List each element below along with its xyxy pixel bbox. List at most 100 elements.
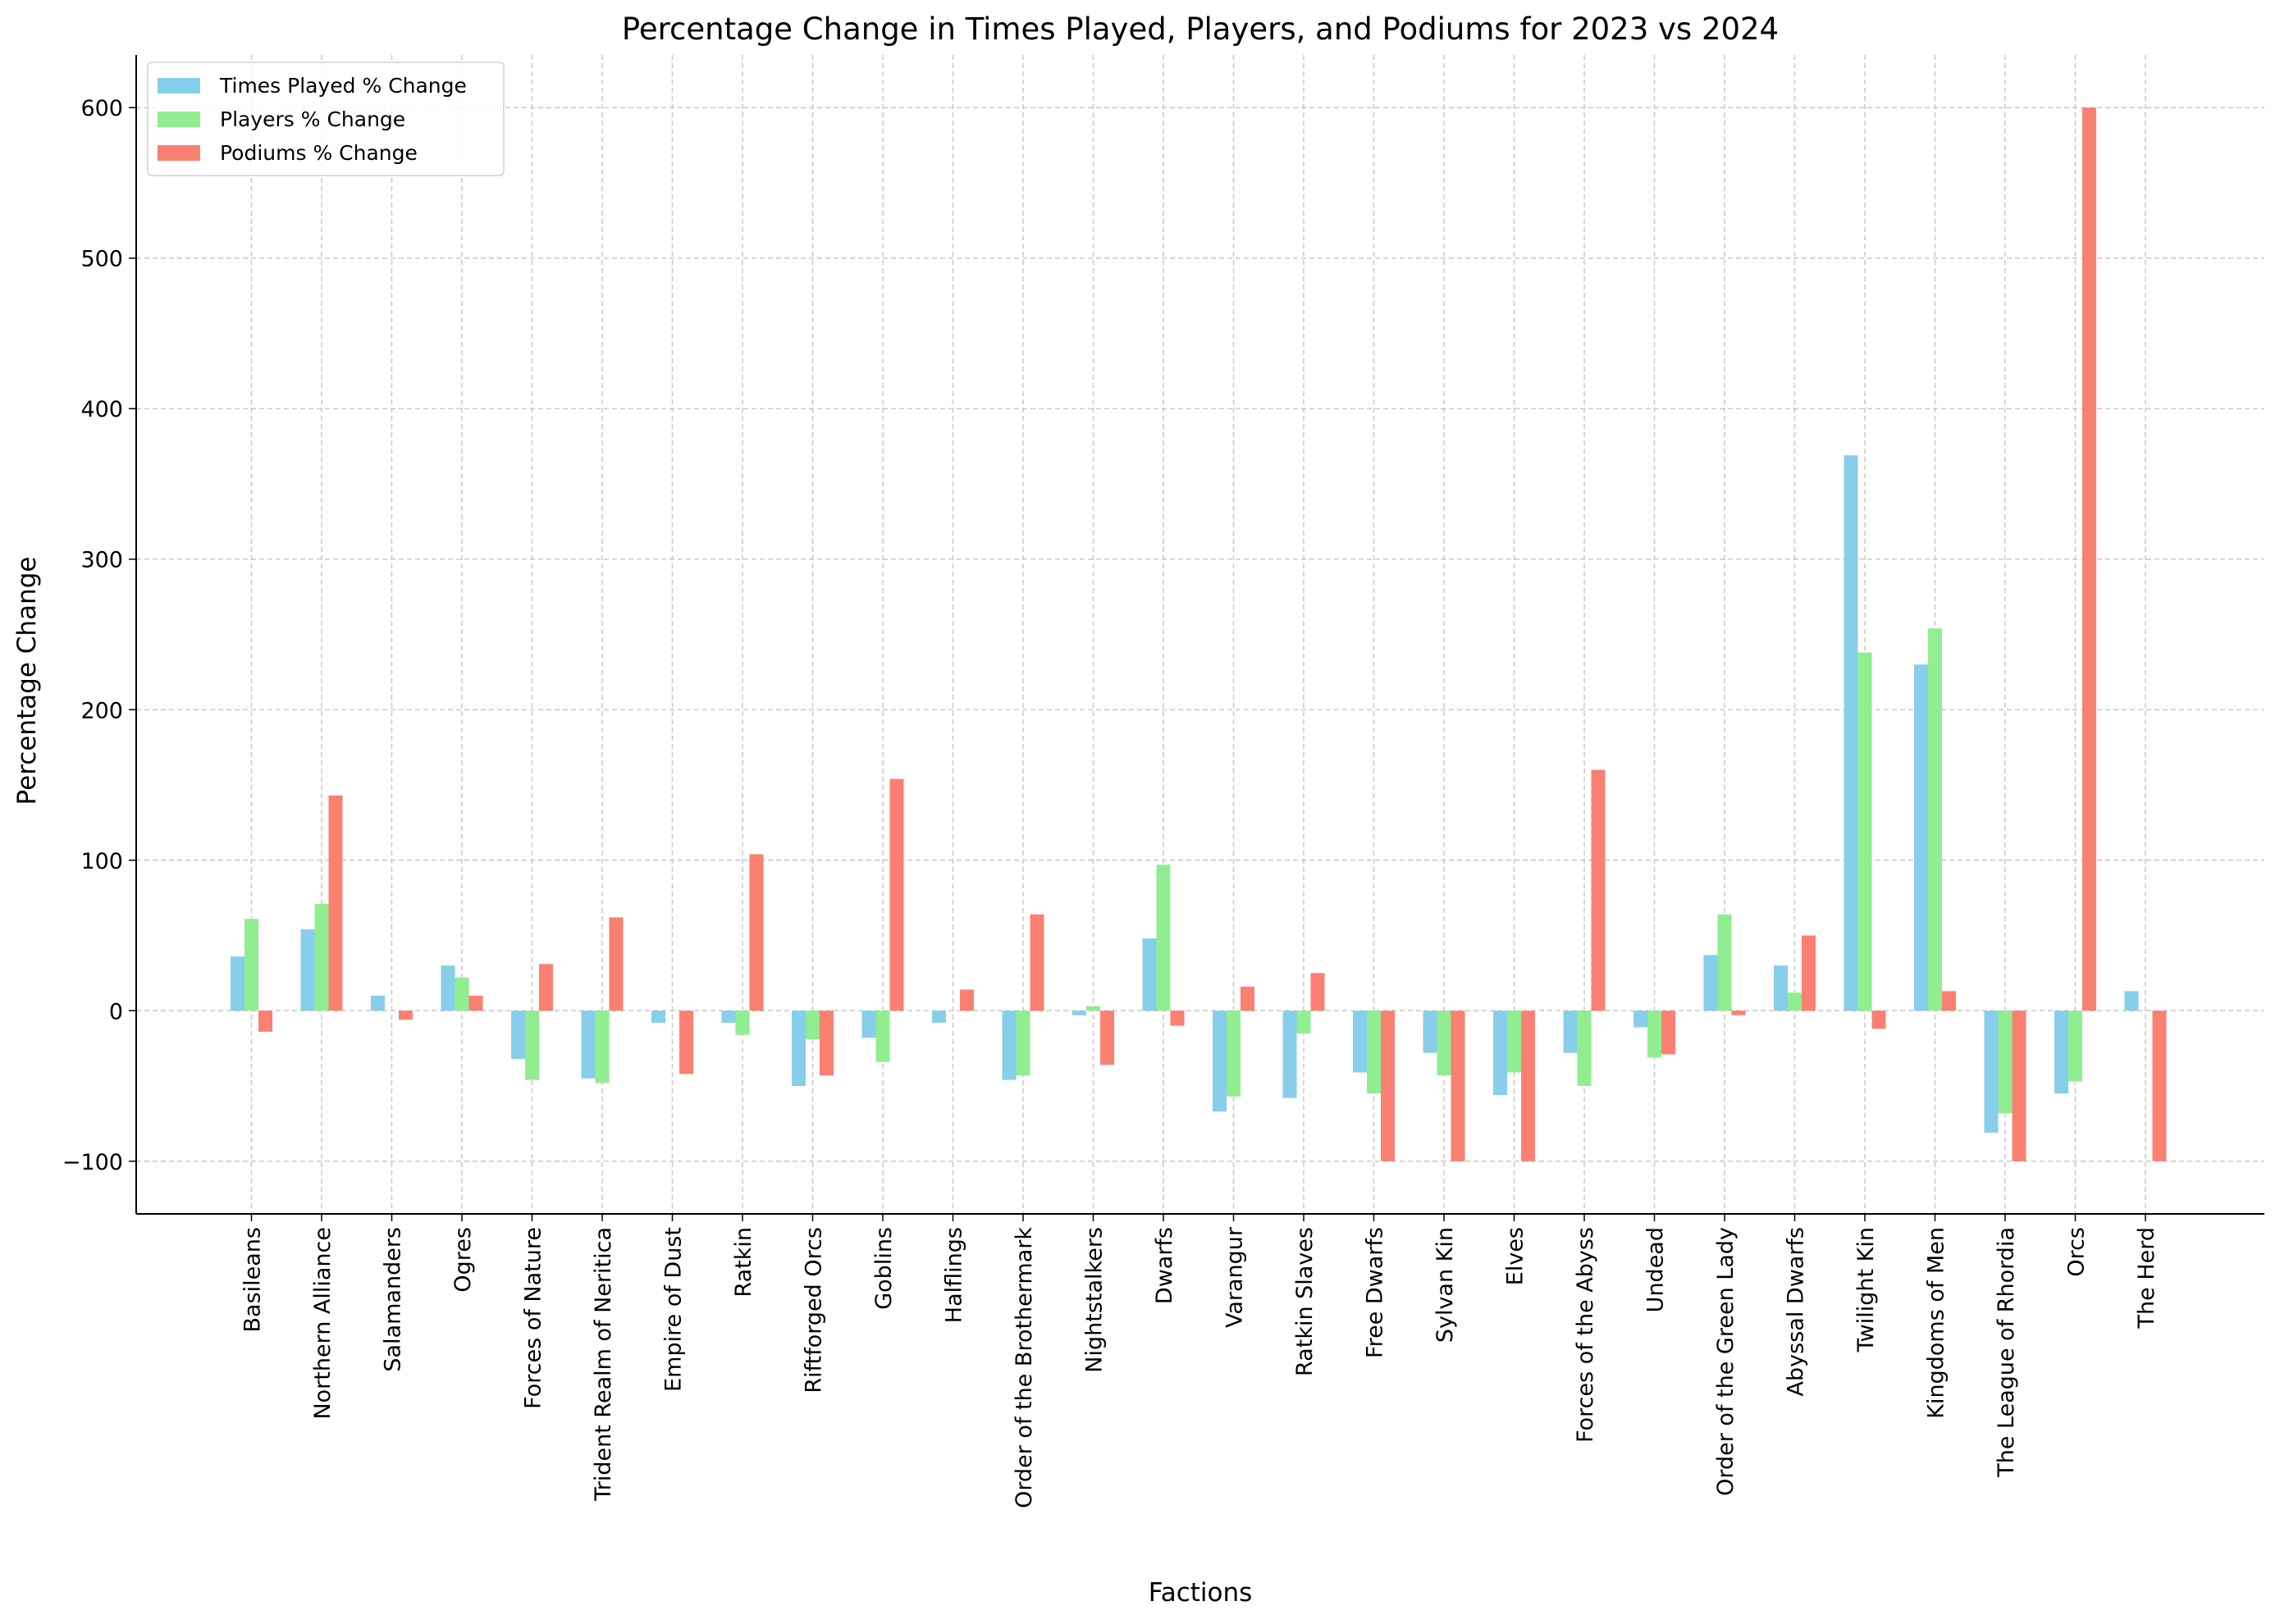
bar-series-1 [721,1010,736,1023]
bar-series-2 [1577,1010,1592,1087]
bar-series-3 [399,1010,413,1020]
bar-series-2 [455,977,469,1011]
bar-series-3 [1802,935,1816,1011]
bar-series-2 [1367,1010,1381,1094]
x-tick-label: Forces of the Abyss [1573,1227,1598,1443]
legend-label: Podiums % Change [220,141,418,165]
bar-series-3 [749,854,764,1011]
x-tick-label: Kingdoms of Men [1924,1227,1949,1419]
x-tick-label: Undead [1643,1227,1669,1312]
bar-series-3 [2082,107,2096,1011]
y-tick-label: 600 [80,96,123,121]
y-tick-label: 200 [80,698,123,723]
x-tick-label: Goblins [871,1227,897,1310]
legend-swatch [158,112,200,127]
grid [136,55,2264,1214]
bar-series-2 [1016,1010,1030,1076]
x-tick-label: Abyssal Dwarfs [1784,1227,1809,1396]
legend-box [147,62,505,176]
bar-series-1 [1633,1010,1647,1028]
bar-series-3 [820,1010,834,1076]
bar-series-2 [1156,864,1171,1011]
x-tick-label: Forces of Nature [521,1227,546,1409]
bar-series-1 [651,1010,665,1023]
bar-series-3 [468,995,483,1011]
bar-series-2 [595,1010,610,1083]
bar-series-3 [1030,914,1044,1011]
legend: Times Played % Change Players % Change Pod… [147,62,505,176]
x-tick-label: Ratkin Slaves [1292,1227,1318,1376]
bar-series-2 [1717,914,1732,1011]
bar-series-3 [1942,991,1956,1011]
bar-series-3 [258,1010,272,1032]
bar-series-1 [1844,455,1858,1011]
bar-series-2 [1788,992,1802,1011]
bar-series-1 [861,1010,876,1038]
bar-series-1 [300,929,315,1011]
bar-series-2 [1296,1010,1311,1033]
x-axis-label: Factions [1149,1578,1253,1608]
bar-series-1 [1423,1010,1437,1053]
x-tick-label: Ogres [450,1227,476,1293]
y-axis-label: Percentage Change [12,557,42,805]
bar-series-3 [328,795,343,1011]
bar-series-3 [1170,1010,1185,1026]
bar-series-1 [1914,664,1928,1011]
x-tick-label: Nightstalkers [1082,1227,1108,1373]
x-tick-label: Riftforged Orcs [802,1227,827,1394]
bar-series-2 [314,903,329,1011]
bar-series-3 [1731,1010,1746,1015]
bar-series-1 [2054,1010,2068,1094]
bar-series-2 [1086,1006,1100,1011]
x-tick-label: Order of the Green Lady [1713,1227,1739,1496]
bar-series-1 [581,1010,596,1079]
bar-series-1 [1493,1010,1507,1096]
legend-label: Times Played % Change [219,74,467,98]
y-tick-label: 400 [80,397,123,422]
legend-swatch [158,145,200,161]
bar-series-2 [1507,1010,1521,1073]
axes [129,55,2264,1221]
bar-series-2 [525,1010,539,1080]
bar-series-1 [1002,1010,1017,1080]
x-tick-label: Ratkin [731,1227,756,1298]
bar-series-2 [244,919,258,1011]
y-tick-label: 300 [80,548,123,573]
chart-title: Percentage Change in Times Played, Playe… [622,11,1779,47]
bar-series-1 [1563,1010,1578,1053]
x-tick-label: Halflings [942,1227,967,1323]
x-tick-label: Varangur [1222,1226,1248,1328]
bar-series-1 [441,965,455,1011]
bar-series-3 [2012,1010,2026,1161]
x-tick-label: Twilight Kin [1853,1227,1879,1353]
x-tick-label: Salamanders [381,1227,406,1372]
x-tick-label: The League of Rhordia [1994,1227,2019,1478]
bar-series-2 [1227,1010,1241,1097]
bar-series-3 [539,964,553,1011]
bar-series-3 [1451,1010,1465,1161]
bar-series-3 [1661,1010,1675,1055]
bar-series-3 [1100,1010,1114,1065]
bar-series-1 [1072,1010,1086,1015]
bar-series-3 [1241,986,1254,1011]
bar-series-1 [511,1010,525,1059]
bar-series-1 [1142,938,1157,1011]
bar-series-3 [889,778,904,1011]
bar-series-3 [1521,1010,1535,1161]
bar-series-1 [932,1010,946,1023]
bar-series-1 [231,956,244,1011]
bar-series-1 [2124,991,2139,1011]
tick-labels: −100 0 100 200 300 400 500 600 Basileans Northern… [62,96,2159,1508]
bar-series-1 [792,1010,806,1087]
bars [231,107,2167,1161]
bar-series-1 [371,995,385,1011]
legend-swatch [158,78,200,94]
bar-series-1 [1353,1010,1367,1073]
x-tick-label: Sylvan Kin [1432,1227,1458,1343]
bar-series-3 [960,989,974,1011]
bar-series-3 [679,1010,693,1074]
x-tick-label: Order of the Brothermark [1012,1227,1037,1508]
bar-series-3 [1310,973,1325,1011]
bar-series-3 [1591,769,1606,1011]
bar-series-2 [806,1010,820,1040]
